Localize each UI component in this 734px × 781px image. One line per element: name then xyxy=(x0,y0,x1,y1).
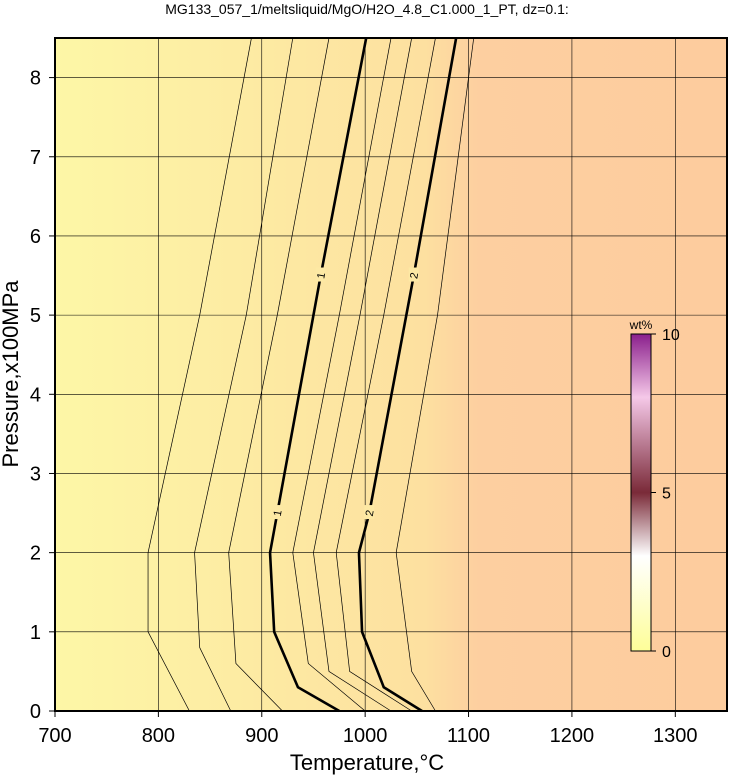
contour-line xyxy=(335,37,436,712)
x-tick-label: 1000 xyxy=(343,725,388,747)
contour-line xyxy=(147,37,252,712)
colorbar-tick-label: 5 xyxy=(662,486,671,503)
contour-line xyxy=(313,37,413,712)
colorbar xyxy=(630,333,652,652)
contour-label-bg xyxy=(408,267,419,282)
contour-label: 1 xyxy=(315,272,328,280)
contour-label-bg xyxy=(364,505,375,520)
contour-line xyxy=(228,37,330,712)
grid xyxy=(54,38,727,712)
plot-background xyxy=(55,38,727,711)
x-axis-label: Temperature,°C xyxy=(290,750,444,775)
y-tick-label: 5 xyxy=(30,305,41,327)
x-tick-label: 700 xyxy=(38,725,71,747)
y-tick-label: 1 xyxy=(30,622,41,644)
contours: 1 1 2 2 xyxy=(147,37,475,713)
y-tick-label: 3 xyxy=(30,463,41,485)
y-tick-label: 4 xyxy=(30,384,41,406)
colorbar-tick-label: 0 xyxy=(662,644,671,661)
y-tick-label: 8 xyxy=(30,68,41,90)
colorbar-tick-label: 10 xyxy=(662,327,680,344)
y-tick-label: 2 xyxy=(30,543,41,565)
y-tick-label: 6 xyxy=(30,226,41,248)
x-tick-label: 800 xyxy=(142,725,175,747)
x-tick-label: 1300 xyxy=(653,725,698,747)
y-tick-label: 7 xyxy=(30,147,41,169)
contour-line xyxy=(194,37,294,712)
x-tick-label: 1200 xyxy=(550,725,595,747)
colorbar-label: wt% xyxy=(629,318,653,332)
contour-label: 2 xyxy=(364,509,377,517)
x-tick-label: 1100 xyxy=(447,725,490,747)
plot-frame xyxy=(54,37,728,712)
y-tick-label: 0 xyxy=(30,701,41,723)
contour-line xyxy=(395,37,475,712)
contour-label-bg xyxy=(272,505,283,520)
x-tick-label: 900 xyxy=(245,725,278,747)
contour-label-bg xyxy=(315,267,326,282)
chart-title: MG133_057_1/meltsliquid/MgO/H2O_4.8_C1.0… xyxy=(165,1,569,17)
contour-line xyxy=(292,37,392,712)
contour-label: 2 xyxy=(408,272,421,280)
contour-label: 1 xyxy=(272,509,285,517)
y-axis-label: Pressure,x100MPa xyxy=(0,280,23,468)
